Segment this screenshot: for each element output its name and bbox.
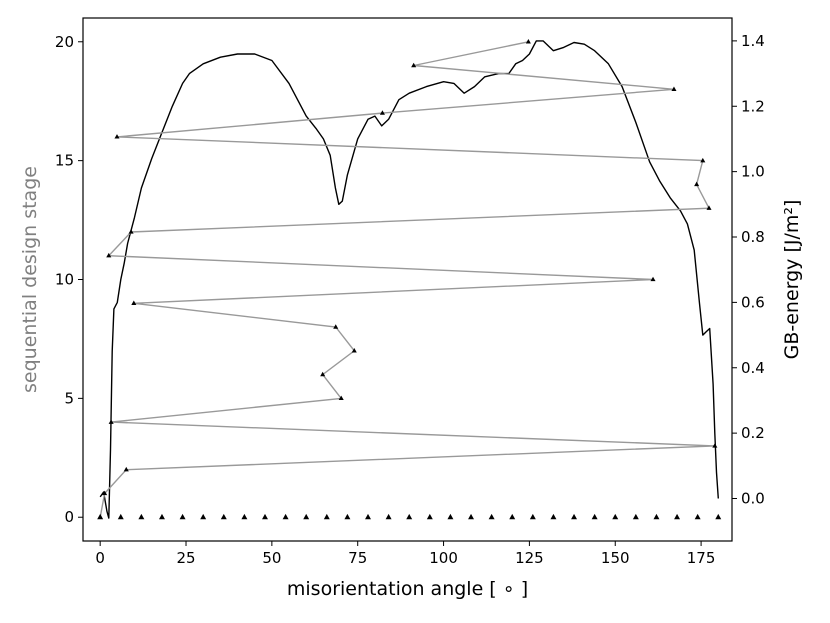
design-point-marker bbox=[333, 324, 339, 329]
design-markers bbox=[97, 38, 722, 520]
y-left-tick-label: 10 bbox=[55, 271, 74, 289]
energy-curve-line bbox=[99, 40, 719, 519]
y-right-tick-label: 1.0 bbox=[741, 163, 765, 181]
x-tick-label: 125 bbox=[515, 549, 544, 567]
stage-zero-marker bbox=[674, 513, 681, 520]
x-tick-label: 175 bbox=[687, 549, 716, 567]
stage-zero-marker bbox=[282, 513, 289, 520]
y-right-tick-label: 0.0 bbox=[741, 490, 765, 508]
stage-zero-marker bbox=[715, 513, 722, 520]
stage-zero-marker bbox=[179, 513, 186, 520]
y-right-tick-label: 1.4 bbox=[741, 32, 765, 50]
stage-zero-marker bbox=[365, 513, 371, 520]
design-point-marker bbox=[700, 157, 706, 163]
x-tick-label: 100 bbox=[429, 549, 458, 567]
design-point-marker bbox=[102, 490, 108, 496]
stage-zero-marker bbox=[468, 513, 474, 520]
stage-zero-marker bbox=[632, 513, 639, 520]
stage-zero-marker bbox=[571, 513, 578, 520]
stage-zero-marker bbox=[220, 513, 227, 520]
stage-zero-marker bbox=[138, 513, 145, 520]
y-left-axis-label: sequential design stage bbox=[19, 166, 41, 393]
y-left-tick-label: 20 bbox=[55, 33, 74, 51]
design-point-marker bbox=[671, 86, 677, 91]
stage-zero-marker bbox=[97, 513, 104, 520]
energy-curve bbox=[99, 40, 719, 519]
design-point-marker bbox=[131, 300, 137, 305]
stage-zero-marker bbox=[241, 513, 248, 520]
y-left-axis-ticks: 0 5 10 15 20 bbox=[55, 33, 83, 526]
y-left-tick-label: 15 bbox=[55, 152, 74, 170]
y-right-axis-label: GB-energy [J/m²] bbox=[781, 200, 803, 360]
stage-zero-marker bbox=[509, 513, 516, 520]
y-left-tick-label: 5 bbox=[64, 389, 74, 407]
design-point-marker bbox=[114, 134, 120, 139]
x-axis-ticks: 0 25 50 75 100 125 150 175 bbox=[95, 541, 715, 567]
stage-zero-marker bbox=[591, 513, 598, 520]
design-point-marker bbox=[338, 395, 344, 401]
y-right-tick-label: 0.8 bbox=[741, 228, 765, 246]
design-point-marker bbox=[712, 443, 718, 448]
design-path bbox=[99, 41, 715, 518]
y-left-tick-label: 0 bbox=[64, 508, 74, 526]
stage-zero-marker bbox=[159, 513, 165, 520]
stage-zero-marker bbox=[529, 513, 536, 520]
stage-zero-marker bbox=[385, 513, 392, 520]
y-right-tick-label: 0.6 bbox=[741, 293, 765, 311]
stage-zero-marker bbox=[488, 513, 495, 520]
x-tick-label: 25 bbox=[176, 549, 195, 567]
stage-zero-marker bbox=[344, 513, 351, 520]
x-tick-label: 150 bbox=[601, 549, 630, 567]
design-point-marker bbox=[706, 205, 712, 210]
y-right-axis-ticks: 0.0 0.2 0.4 0.6 0.8 1.0 1.2 1.4 bbox=[732, 32, 765, 508]
stage-zero-marker bbox=[117, 513, 124, 520]
stage-zero-marker bbox=[612, 513, 619, 520]
stage-zero-marker bbox=[447, 513, 454, 520]
stage-zero-marker bbox=[200, 513, 207, 520]
stage-zero-marker bbox=[262, 513, 268, 520]
y-right-tick-label: 0.4 bbox=[741, 359, 765, 377]
design-point-marker bbox=[108, 419, 114, 424]
stage-zero-marker bbox=[303, 513, 310, 520]
design-point-marker bbox=[106, 252, 112, 258]
design-path-line bbox=[99, 41, 715, 518]
design-point-marker bbox=[694, 181, 700, 187]
design-point-marker bbox=[379, 110, 385, 115]
stage-zero-marker bbox=[550, 513, 557, 520]
design-point-marker bbox=[128, 229, 134, 234]
design-point-marker bbox=[525, 38, 531, 44]
x-axis-label: misorientation angle [ ∘ ] bbox=[287, 578, 528, 600]
stage-zero-marker bbox=[694, 513, 701, 520]
stage-zero-marker bbox=[406, 513, 413, 520]
stage-zero-marker bbox=[426, 513, 433, 520]
x-tick-label: 50 bbox=[262, 549, 281, 567]
y-right-tick-label: 1.2 bbox=[741, 97, 765, 115]
x-tick-label: 75 bbox=[348, 549, 367, 567]
stage-zero-marker bbox=[323, 513, 330, 520]
design-point-marker bbox=[320, 371, 326, 377]
design-point-marker bbox=[123, 466, 129, 472]
y-right-tick-label: 0.2 bbox=[741, 424, 765, 442]
plot-frame bbox=[82, 17, 733, 542]
design-point-marker bbox=[411, 62, 417, 68]
design-point-marker bbox=[650, 276, 656, 282]
x-tick-label: 0 bbox=[95, 549, 105, 567]
stage-zero-marker bbox=[653, 513, 660, 520]
design-point-marker bbox=[351, 348, 357, 353]
